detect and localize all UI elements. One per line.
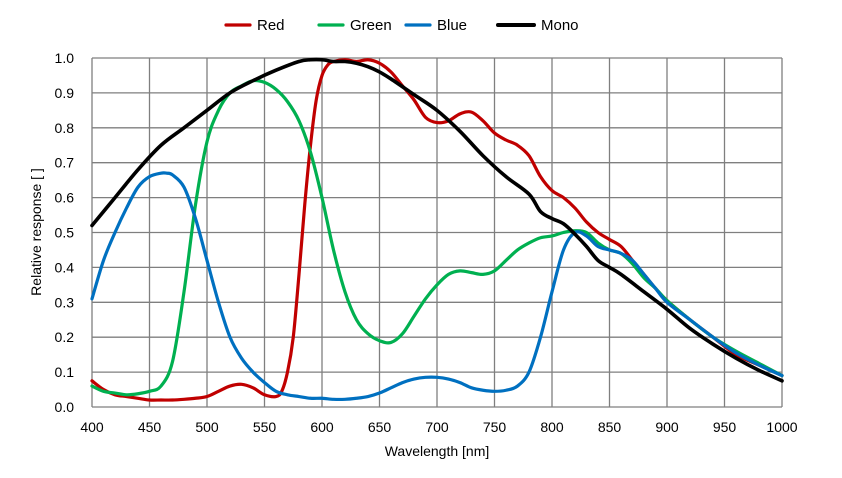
x-tick-label: 700 <box>425 419 449 435</box>
x-tick-label: 950 <box>713 419 737 435</box>
x-tick-label: 550 <box>253 419 277 435</box>
y-tick-label: 0.0 <box>55 399 75 415</box>
x-tick-label: 650 <box>368 419 392 435</box>
x-tick-label: 900 <box>655 419 679 435</box>
y-tick-label: 0.8 <box>55 120 75 136</box>
x-tick-label: 400 <box>80 419 104 435</box>
chart-grid <box>91 57 783 408</box>
legend-label-mono: Mono <box>541 17 579 34</box>
x-tick-label: 600 <box>310 419 334 435</box>
y-tick-label: 0.7 <box>55 155 75 171</box>
y-tick-label: 1.0 <box>55 50 75 66</box>
x-tick-label: 1000 <box>766 419 797 435</box>
y-tick-label: 0.3 <box>55 294 75 310</box>
y-axis-ticks: 0.0 0.1 0.2 0.3 0.4 0.5 0.6 0.7 0.8 0.9 1.0 <box>55 50 75 415</box>
y-tick-label: 0.9 <box>55 85 75 101</box>
legend-label-red: Red <box>257 17 285 34</box>
series-layer <box>90 57 784 402</box>
series-line-red <box>90 58 784 402</box>
legend: Red Green Blue Mono <box>224 17 579 34</box>
x-tick-label: 500 <box>195 419 219 435</box>
legend-label-green: Green <box>350 17 392 34</box>
x-axis-label: Wavelength [nm] <box>385 443 490 459</box>
x-tick-label: 800 <box>540 419 564 435</box>
x-tick-label: 450 <box>138 419 162 435</box>
series-line-mono <box>90 57 784 383</box>
y-tick-label: 0.6 <box>55 190 75 206</box>
y-tick-label: 0.4 <box>55 259 75 275</box>
legend-label-blue: Blue <box>437 17 467 34</box>
y-tick-label: 0.5 <box>55 225 75 241</box>
series-line-blue <box>90 171 784 402</box>
y-tick-label: 0.2 <box>55 329 75 345</box>
x-tick-label: 750 <box>483 419 507 435</box>
y-tick-label: 0.1 <box>55 364 75 380</box>
x-axis-ticks: 400 450 500 550 600 650 700 750 800 850 900 950 1000 <box>80 419 797 435</box>
x-tick-label: 850 <box>598 419 622 435</box>
y-axis-label: Relative response [ ] <box>28 168 44 296</box>
